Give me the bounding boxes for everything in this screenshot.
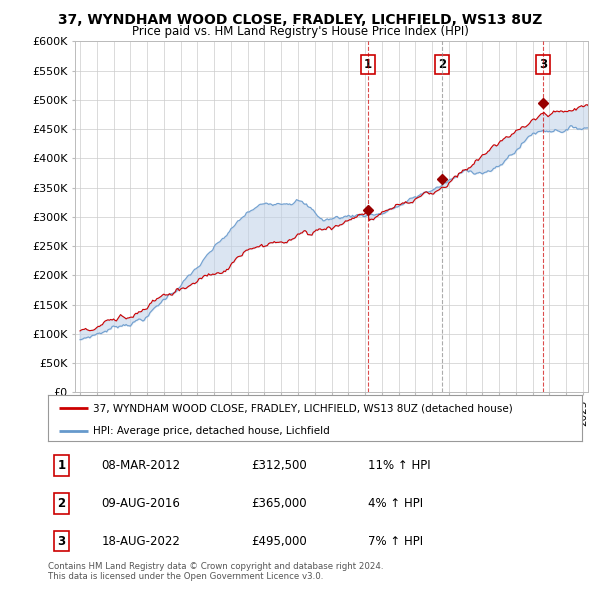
Text: 3: 3 <box>539 58 547 71</box>
Text: Contains HM Land Registry data © Crown copyright and database right 2024.: Contains HM Land Registry data © Crown c… <box>48 562 383 571</box>
Text: £312,500: £312,500 <box>251 459 307 472</box>
Text: 4% ↑ HPI: 4% ↑ HPI <box>368 497 424 510</box>
Text: 11% ↑ HPI: 11% ↑ HPI <box>368 459 431 472</box>
Text: 1: 1 <box>364 58 372 71</box>
Text: This data is licensed under the Open Government Licence v3.0.: This data is licensed under the Open Gov… <box>48 572 323 581</box>
Text: 7% ↑ HPI: 7% ↑ HPI <box>368 535 424 548</box>
Text: 37, WYNDHAM WOOD CLOSE, FRADLEY, LICHFIELD, WS13 8UZ (detached house): 37, WYNDHAM WOOD CLOSE, FRADLEY, LICHFIE… <box>94 403 513 413</box>
Text: 18-AUG-2022: 18-AUG-2022 <box>101 535 180 548</box>
Text: 37, WYNDHAM WOOD CLOSE, FRADLEY, LICHFIELD, WS13 8UZ: 37, WYNDHAM WOOD CLOSE, FRADLEY, LICHFIE… <box>58 13 542 27</box>
Text: 08-MAR-2012: 08-MAR-2012 <box>101 459 181 472</box>
Text: 1: 1 <box>57 459 65 472</box>
Text: 2: 2 <box>438 58 446 71</box>
Text: Price paid vs. HM Land Registry's House Price Index (HPI): Price paid vs. HM Land Registry's House … <box>131 25 469 38</box>
Text: £365,000: £365,000 <box>251 497 307 510</box>
Text: 2: 2 <box>57 497 65 510</box>
Text: £495,000: £495,000 <box>251 535 307 548</box>
Text: 09-AUG-2016: 09-AUG-2016 <box>101 497 180 510</box>
Text: HPI: Average price, detached house, Lichfield: HPI: Average price, detached house, Lich… <box>94 426 330 436</box>
Text: 3: 3 <box>57 535 65 548</box>
